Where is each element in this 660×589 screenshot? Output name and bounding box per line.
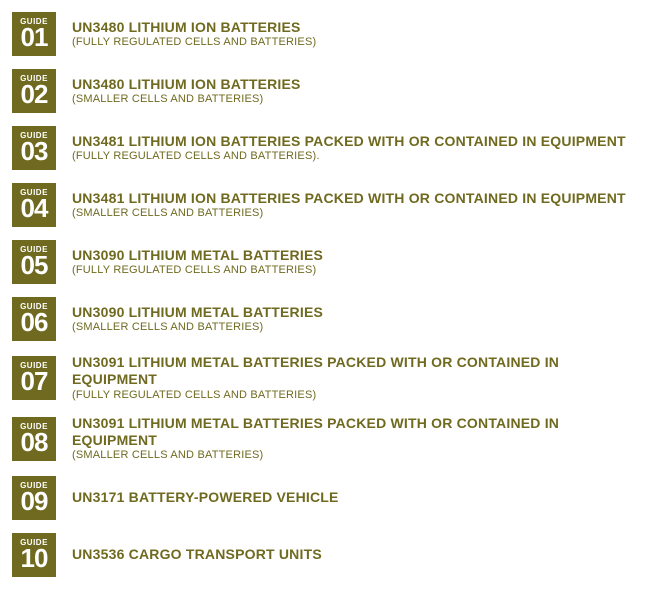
guide-badge-number: 07 (21, 368, 48, 394)
guide-badge: GUIDE03 (12, 126, 56, 170)
guide-badge-number: 02 (21, 81, 48, 107)
guide-title: UN3481 LITHIUM ION BATTERIES PACKED WITH… (72, 190, 648, 207)
guide-row: GUIDE05 UN3090 LITHIUM METAL BATTERIES(FU… (12, 240, 648, 284)
guide-subtitle: (FULLY REGULATED CELLS AND BATTERIES) (72, 389, 648, 402)
guide-badge-number: 09 (21, 488, 48, 514)
guide-title: UN3091 LITHIUM METAL BATTERIES PACKED WI… (72, 415, 648, 449)
guide-subtitle: (SMALLER CELLS AND BATTERIES) (72, 93, 648, 106)
guide-title: UN3481 LITHIUM ION BATTERIES PACKED WITH… (72, 133, 648, 150)
guide-text: UN3536 CARGO TRANSPORT UNITS (72, 546, 648, 563)
guide-subtitle: (FULLY REGULATED CELLS AND BATTERIES). (72, 150, 648, 163)
guide-badge: GUIDE02 (12, 69, 56, 113)
guide-badge: GUIDE01 (12, 12, 56, 56)
guide-text: UN3090 LITHIUM METAL BATTERIES(FULLY REG… (72, 247, 648, 278)
guide-badge-number: 01 (21, 24, 48, 50)
guide-text: UN3171 BATTERY-POWERED VEHICLE (72, 489, 648, 506)
guide-badge-number: 08 (21, 429, 48, 455)
guide-subtitle: (FULLY REGULATED CELLS AND BATTERIES) (72, 264, 648, 277)
guide-subtitle: (SMALLER CELLS AND BATTERIES) (72, 321, 648, 334)
guide-badge: GUIDE04 (12, 183, 56, 227)
guide-row: GUIDE01 UN3480 LITHIUM ION BATTERIES(FULL… (12, 12, 648, 56)
guide-title: UN3536 CARGO TRANSPORT UNITS (72, 546, 648, 563)
guide-title: UN3091 LITHIUM METAL BATTERIES PACKED WI… (72, 354, 648, 388)
guide-badge: GUIDE07 (12, 356, 56, 400)
guide-subtitle: (SMALLER CELLS AND BATTERIES) (72, 207, 648, 220)
guide-title: UN3090 LITHIUM METAL BATTERIES (72, 247, 648, 264)
guide-subtitle: (SMALLER CELLS AND BATTERIES) (72, 449, 648, 462)
guide-badge: GUIDE05 (12, 240, 56, 284)
guide-text: UN3091 LITHIUM METAL BATTERIES PACKED WI… (72, 415, 648, 463)
guide-subtitle: (FULLY REGULATED CELLS AND BATTERIES) (72, 36, 648, 49)
guide-badge-number: 04 (21, 195, 48, 221)
guide-badge: GUIDE06 (12, 297, 56, 341)
guide-title: UN3090 LITHIUM METAL BATTERIES (72, 304, 648, 321)
guide-badge-number: 03 (21, 138, 48, 164)
guide-list: GUIDE01UN3480 LITHIUM ION BATTERIES(FULL… (12, 12, 648, 577)
guide-row: GUIDE02 UN3480 LITHIUM ION BATTERIES(SMAL… (12, 69, 648, 113)
guide-text: UN3480 LITHIUM ION BATTERIES(FULLY REGUL… (72, 19, 648, 50)
guide-row: GUIDE07 UN3091 LITHIUM METAL BATTERIES PA… (12, 354, 648, 402)
guide-row: GUIDE10 UN3536 CARGO TRANSPORT UNITS (12, 533, 648, 577)
guide-badge: GUIDE09 (12, 476, 56, 520)
guide-badge: GUIDE08 (12, 417, 56, 461)
guide-title: UN3480 LITHIUM ION BATTERIES (72, 76, 648, 93)
guide-text: UN3481 LITHIUM ION BATTERIES PACKED WITH… (72, 133, 648, 164)
guide-title: UN3480 LITHIUM ION BATTERIES (72, 19, 648, 36)
guide-text: UN3481 LITHIUM ION BATTERIES PACKED WITH… (72, 190, 648, 221)
guide-row: GUIDE03 UN3481 LITHIUM ION BATTERIES PACK… (12, 126, 648, 170)
guide-badge-number: 05 (21, 252, 48, 278)
guide-text: UN3091 LITHIUM METAL BATTERIES PACKED WI… (72, 354, 648, 402)
guide-row: GUIDE06 UN3090 LITHIUM METAL BATTERIES(SM… (12, 297, 648, 341)
guide-text: UN3480 LITHIUM ION BATTERIES(SMALLER CEL… (72, 76, 648, 107)
guide-text: UN3090 LITHIUM METAL BATTERIES(SMALLER C… (72, 304, 648, 335)
guide-row: GUIDE09 UN3171 BATTERY-POWERED VEHICLE (12, 476, 648, 520)
guide-row: GUIDE04 UN3481 LITHIUM ION BATTERIES PACK… (12, 183, 648, 227)
guide-title: UN3171 BATTERY-POWERED VEHICLE (72, 489, 648, 506)
guide-row: GUIDE08 UN3091 LITHIUM METAL BATTERIES PA… (12, 415, 648, 463)
guide-badge-number: 06 (21, 309, 48, 335)
guide-badge-number: 10 (21, 545, 48, 571)
guide-badge: GUIDE10 (12, 533, 56, 577)
